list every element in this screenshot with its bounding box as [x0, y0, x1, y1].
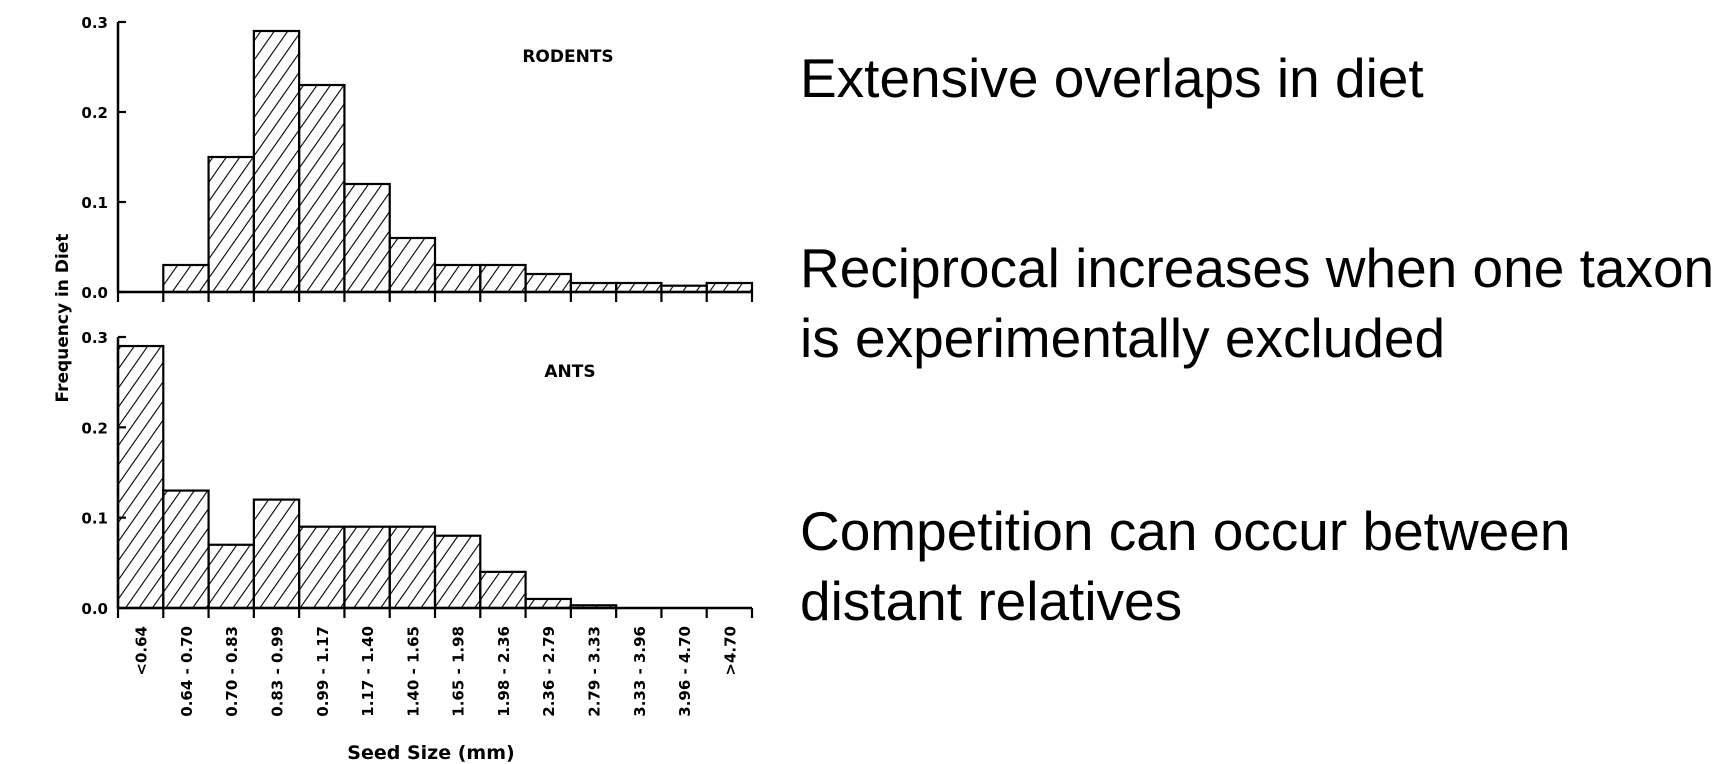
y-tick-label: 0.3 — [81, 14, 108, 32]
bar-ants-0 — [116, 344, 165, 610]
bar-ants-8 — [479, 570, 527, 610]
x-tick-label: 3.96 - 4.70 — [676, 626, 694, 717]
x-tick-label: 1.17 - 1.40 — [359, 626, 377, 717]
y-tick-label: 0.3 — [81, 329, 108, 347]
y-tick-label: 0.0 — [81, 600, 108, 618]
bar-rodents-11 — [615, 281, 663, 294]
bar-ants-3 — [252, 498, 301, 610]
x-tick-label: 0.99 - 1.17 — [314, 626, 332, 717]
bar-rodents-7 — [433, 263, 482, 294]
bar-rodents-4 — [298, 83, 346, 294]
bar-rodents-2 — [207, 155, 255, 294]
y-axis-label: Frequency in Diet — [53, 234, 73, 403]
bar-ants-7 — [433, 534, 482, 610]
bar-ants-2 — [207, 543, 255, 610]
x-tick-label: 3.33 - 3.96 — [631, 626, 649, 717]
y-tick-label: 0.2 — [81, 419, 108, 437]
bar-rodents-1 — [162, 263, 210, 294]
bar-rodents-8 — [479, 263, 527, 294]
x-tick-labels: <0.64 0.64 - 0.70 0.70 - 0.83 0.83 - 0.99 0.… — [133, 626, 740, 717]
bar-rodents-5 — [343, 182, 391, 294]
x-tick-label: 1.98 - 2.36 — [495, 626, 513, 717]
y-tick-label: 0.1 — [81, 194, 108, 212]
bar-ants-1 — [162, 489, 210, 610]
bar-ants-5 — [343, 525, 391, 610]
x-tick-label: 2.36 - 2.79 — [540, 626, 558, 717]
x-tick-label: 2.79 - 3.33 — [586, 626, 604, 717]
y-tick-label: 0.1 — [81, 510, 108, 528]
x-axis-label: Seed Size (mm) — [347, 742, 514, 764]
bar-rodents-9 — [524, 272, 572, 294]
x-tick-label: 0.83 - 0.99 — [269, 626, 287, 717]
x-tick-label: 0.64 - 0.70 — [178, 626, 196, 717]
bar-rodents-13 — [705, 281, 754, 294]
x-tick-label: 0.70 - 0.83 — [223, 626, 241, 717]
seed-size-histogram-figure: 0.0 0.1 0.2 0.3 RODENTS 0.0 0.1 0.2 0.3 ANTS <0.64… — [53, 14, 754, 764]
bullet-reciprocal-increases: Reciprocal increases when one taxon is e… — [800, 237, 1715, 369]
bar-rodents-3 — [252, 29, 301, 294]
y-tick-label: 0.0 — [81, 284, 108, 302]
bar-rodents-10 — [569, 281, 618, 294]
x-tick-label: 1.40 - 1.65 — [404, 626, 422, 717]
panel-label-rodents: RODENTS — [522, 47, 613, 67]
x-tick-label: >4.70 — [721, 626, 739, 676]
bullet-extensive-overlaps: Extensive overlaps in diet — [800, 47, 1424, 109]
panel-ants: 0.0 0.1 0.2 0.3 ANTS — [81, 329, 754, 618]
x-tick-label: <0.64 — [133, 626, 151, 676]
bar-ants-4 — [298, 525, 346, 610]
bullet-competition-distant-relatives: Competition can occur between distant re… — [800, 500, 1571, 632]
panel-rodents: 0.0 0.1 0.2 0.3 RODENTS — [81, 14, 754, 302]
bar-ants-6 — [388, 525, 437, 610]
x-tick-label: 1.65 - 1.98 — [450, 626, 468, 717]
bar-ants-9 — [524, 597, 572, 610]
y-tick-label: 0.2 — [81, 104, 108, 122]
bar-rodents-6 — [388, 236, 437, 294]
panel-label-ants: ANTS — [544, 362, 595, 382]
